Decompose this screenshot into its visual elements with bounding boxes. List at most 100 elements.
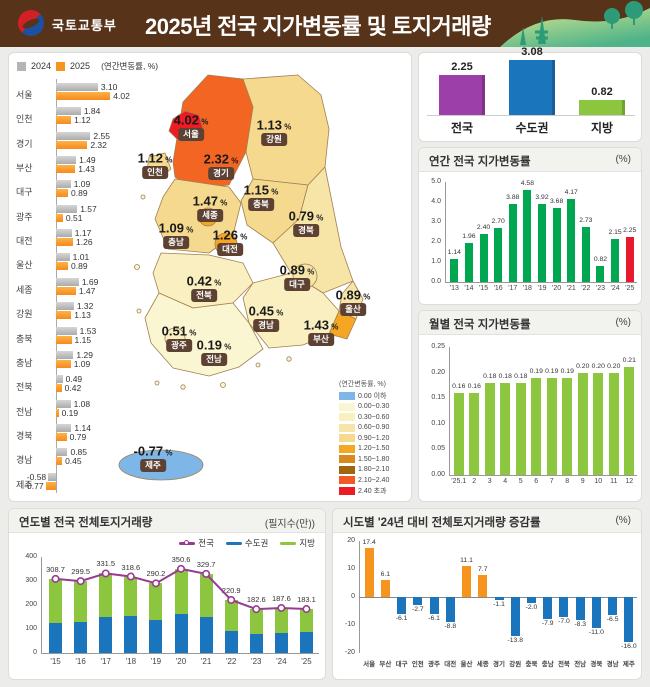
bar-2025 [56, 165, 76, 174]
change-bar [478, 575, 488, 597]
bar-value: 1.29 [76, 349, 93, 360]
map-chip-label: 부산 [308, 333, 334, 346]
x-tick-label: 8 [565, 478, 570, 485]
map-value-jeju: -0.77 % [133, 443, 173, 459]
region-row-label: 부산 [16, 163, 33, 174]
map-chip-daegu: 대구 [284, 274, 310, 292]
map-chip-jeonbuk: 전북 [191, 285, 217, 303]
map-legend-row: 0.00~0.30 [339, 402, 409, 413]
header: 국토교통부 2025년 전국 지가변동률 및 토지거래량 [0, 0, 650, 47]
bar-2024 [56, 302, 74, 311]
map-chip-label: 전남 [201, 353, 227, 366]
government-taegeuk-logo-icon [18, 10, 44, 36]
map-chip-label: 전북 [191, 289, 217, 302]
bar-value: 1.47 [78, 285, 96, 296]
bar-value: 0.45 [65, 456, 82, 467]
bar-jibang [49, 578, 63, 623]
map-chip-label: 세종 [197, 209, 223, 222]
bar-2024 [56, 204, 78, 213]
map-legend-row: 0.90~1.20 [339, 433, 409, 444]
y-tick-label: 0.0 [431, 278, 441, 285]
bar-value: 1.49 [79, 155, 96, 166]
map-value-gyeongnam: 0.45 % [248, 303, 284, 319]
bar-value: 3.68 [549, 198, 564, 206]
yearly-volume-chart: 0 100 200 300 400 '15 308.7 '16 299.5 '17 331.5 '18… [17, 553, 319, 675]
bar-sudogwon [49, 623, 63, 653]
y-tick-label: 0.20 [431, 368, 445, 376]
percent-sign: % [162, 155, 173, 165]
map-legend-row: 1.50~1.80 [339, 454, 409, 465]
map-legend-row: 1.20~1.50 [339, 444, 409, 455]
bar-2025 [56, 286, 76, 295]
chart-bar [494, 228, 503, 282]
bar-2024 [56, 83, 98, 91]
bar-jibang [174, 568, 188, 615]
chart-bar [611, 239, 620, 282]
bar-value: -8.3 [574, 621, 587, 629]
bar-2024 [56, 375, 63, 384]
bar-value: -7.0 [558, 617, 570, 625]
bar-value: 0.89 [71, 261, 88, 272]
map-small-islands [134, 194, 292, 390]
map-chip-incheon: 인천 [142, 162, 168, 180]
region-row-label: 강원 [16, 309, 33, 320]
regional-change-unit: (%) [615, 515, 631, 526]
annual-chart-unit: (%) [615, 154, 631, 165]
x-tick-label: '14 [464, 285, 474, 292]
monthly-chart: 0.00 0.05 0.10 0.15 0.20 0.25 0.16 '25.1 0.16 2 0.… [425, 343, 637, 493]
legend-swatch [225, 541, 242, 545]
bar-value: 2.40 [476, 224, 491, 231]
bar-2024 [56, 423, 72, 432]
map-value-gyeongbuk: 0.79 % [288, 208, 324, 224]
map-value-gangwon: 1.13 % [256, 117, 292, 133]
percent-sign: % [360, 292, 371, 302]
change-bar [591, 597, 601, 628]
region-row-label: 경북 [16, 430, 33, 441]
x-axis [445, 282, 637, 283]
bar-value: 11.1 [460, 556, 473, 564]
x-tick-label: '19 [150, 657, 162, 666]
x-tick-label: '23 [251, 657, 262, 666]
map-value-daegu: 0.89 % [279, 262, 315, 278]
y-tick-label: 10 [347, 565, 355, 572]
y-tick-label: 0.00 [431, 471, 445, 478]
bar-2025 [56, 213, 63, 222]
map-legend-range: 0.00~0.30 [358, 403, 390, 411]
map-value-ulsan: 0.89 % [335, 287, 371, 303]
map-region-jeonnam [144, 292, 264, 377]
percent-sign: % [273, 308, 284, 318]
bar-value: -7.9 [541, 620, 554, 628]
change-bar [559, 597, 569, 617]
legend-label: 전국 [198, 538, 214, 548]
y-tick-label: 0 [33, 649, 37, 656]
map-legend-swatch [339, 392, 355, 401]
x-tick-label: '25 [301, 657, 312, 666]
chart-bar [593, 372, 604, 475]
bar-jibang [224, 599, 238, 632]
legend-swatch [280, 541, 297, 545]
bar-sudogwon [249, 634, 263, 653]
region-row-label: 세종 [16, 284, 33, 295]
map-value-chungbuk: 1.15 % [243, 182, 279, 198]
map-legend-row: 2.40 초과 [339, 486, 409, 497]
bar-value: 2.73 [579, 217, 593, 225]
map-value-sejong: 1.47 % [192, 193, 228, 209]
bar-2024 [56, 156, 77, 165]
region-row: 충남 1.29 1.09 [15, 349, 215, 373]
percent-sign: % [268, 187, 279, 197]
x-tick-label: '16 [75, 657, 86, 666]
bar-value: -0.58 [26, 471, 47, 482]
y-axis [449, 347, 450, 475]
map-chip-gyeonggi: 경기 [208, 163, 234, 181]
region-row: 세종 1.69 1.47 [15, 276, 215, 300]
bar-value: 3.88 [506, 194, 520, 202]
bar-value: 0.20 [607, 362, 621, 370]
bar-jibang [99, 573, 113, 617]
x-tick-label: 강원 [509, 661, 522, 668]
bar-value: 0.21 [622, 357, 636, 365]
region-row: 경북 1.14 0.79 [15, 422, 215, 446]
monthly-chart-title: 월별 전국 지가변동률 [429, 319, 531, 331]
bar-2024 [56, 326, 77, 335]
region-row: 대전 1.17 1.26 [15, 227, 215, 251]
